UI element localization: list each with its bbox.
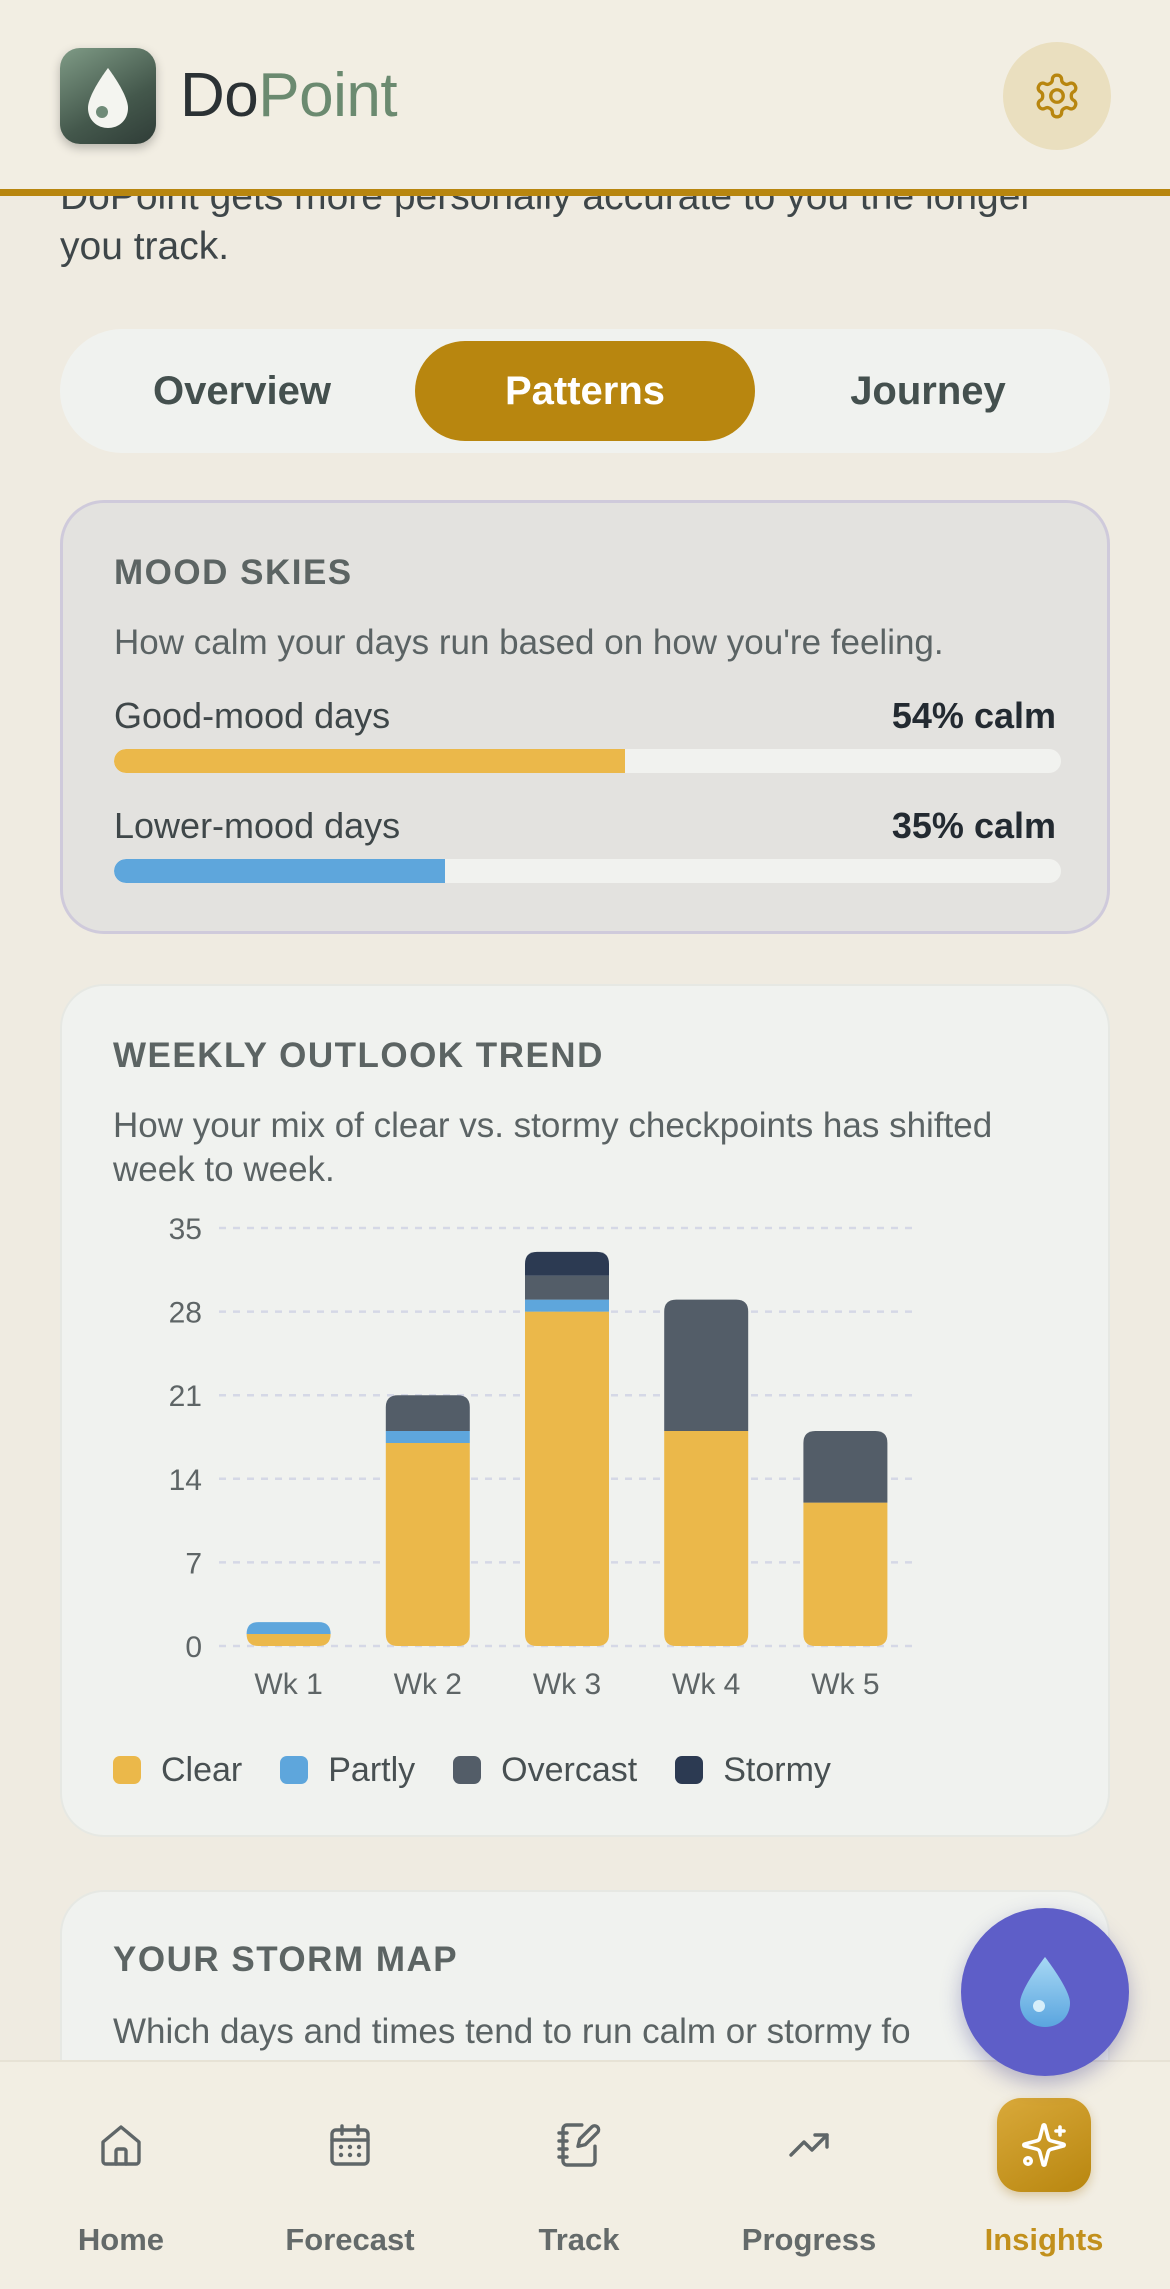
bar-segment (246, 1622, 331, 1635)
legend-label: Overcast (501, 1750, 638, 1789)
mood-row-value: 54% calm (891, 695, 1056, 736)
app-name-part1: Do (180, 61, 259, 130)
legend-swatch (113, 1756, 141, 1784)
bottom-nav: Home Forecast Track Progre (0, 2060, 1170, 2289)
bar-segment (385, 1442, 470, 1646)
quick-checkpoint-button[interactable] (961, 1908, 1129, 2076)
y-tick-label: 21 (169, 1380, 202, 1413)
y-tick-label: 14 (169, 1464, 202, 1497)
mood-row-value: 35% calm (891, 805, 1056, 846)
bar-segment (803, 1431, 888, 1503)
bar-segment (525, 1299, 609, 1312)
legend-swatch (280, 1756, 309, 1784)
legend-label: Partly (328, 1750, 416, 1789)
legend-label: Stormy (723, 1750, 831, 1789)
card-title: WEEKLY OUTLOOK TREND (113, 1036, 604, 1075)
chart-legend: Clear Partly Overcast Stormy (113, 1748, 869, 1792)
legend-item: Overcast (453, 1751, 637, 1790)
x-tick-label: Wk 1 (254, 1668, 322, 1701)
tab-journey[interactable]: Journey (850, 369, 1006, 413)
nav-insights[interactable]: Insights (949, 2062, 1139, 2289)
y-tick-label: 7 (185, 1547, 202, 1580)
x-tick-label: Wk 4 (672, 1668, 740, 1701)
card-subtitle: How calm your days run based on how you'… (114, 623, 944, 662)
app-name: DoPoint (180, 56, 398, 136)
card-subtitle: How your mix of clear vs. stormy checkpo… (113, 1106, 993, 1189)
app-logo-icon (60, 48, 156, 144)
bar-segment (525, 1251, 609, 1276)
mood-progress-track (114, 749, 1061, 773)
legend-swatch (453, 1756, 482, 1784)
tab-patterns[interactable]: Patterns (415, 341, 755, 441)
mood-skies-card: MOOD SKIES How calm your days run based … (60, 500, 1110, 934)
droplet-icon (1020, 1957, 1070, 2027)
sparkles-icon (997, 2098, 1091, 2192)
trending-up-icon (762, 2098, 856, 2192)
card-subtitle: Which days and times tend to run calm or… (113, 2012, 911, 2051)
nav-label: Forecast (285, 2222, 415, 2257)
mood-progress-track (114, 859, 1061, 883)
weekly-outlook-chart: 0 7 14 21 28 35 Wk 1 Wk 2 Wk 3 Wk 4 Wk 5 (169, 1216, 915, 1701)
y-tick-label: 0 (185, 1631, 202, 1664)
legend-label: Clear (161, 1750, 243, 1789)
x-tick-label: Wk 5 (811, 1668, 879, 1701)
y-tick-label: 28 (169, 1297, 202, 1330)
nav-home[interactable]: Home (26, 2062, 216, 2289)
legend-item: Clear (113, 1751, 242, 1790)
legend-item: Partly (280, 1751, 415, 1790)
insights-tabs: Overview Patterns Journey (60, 329, 1110, 453)
nav-label: Insights (984, 2222, 1104, 2257)
nav-progress[interactable]: Progress (714, 2062, 904, 2289)
bar-segment (385, 1431, 470, 1443)
bar-segment (525, 1311, 609, 1646)
mood-progress-fill (114, 859, 446, 883)
bar-segment (803, 1502, 888, 1646)
app-name-part2: Point (258, 61, 398, 130)
weekly-outlook-card: WEEKLY OUTLOOK TREND How your mix of cle… (60, 984, 1110, 1837)
mood-row-label: Lower-mood days (114, 805, 401, 846)
legend-item: Stormy (675, 1751, 831, 1790)
x-tick-label: Wk 3 (533, 1668, 601, 1701)
mood-row-label: Good-mood days (114, 695, 391, 736)
tab-overview[interactable]: Overview (153, 369, 331, 413)
bar-segment (246, 1634, 331, 1646)
settings-button[interactable] (1003, 42, 1111, 150)
bar-segment (664, 1299, 749, 1432)
card-title: MOOD SKIES (114, 553, 353, 592)
y-tick-label: 35 (169, 1216, 202, 1246)
bar-segment (664, 1431, 749, 1646)
x-tick-label: Wk 2 (394, 1668, 462, 1701)
nav-label: Home (77, 2222, 165, 2257)
card-title: YOUR STORM MAP (113, 1940, 459, 1979)
notebook-pen-icon (532, 2098, 626, 2192)
nav-track[interactable]: Track (484, 2062, 674, 2289)
bar-segment (385, 1395, 470, 1432)
nav-forecast[interactable]: Forecast (255, 2062, 445, 2289)
calendar-icon (303, 2098, 397, 2192)
home-icon (74, 2098, 168, 2192)
mood-progress-fill (114, 749, 626, 773)
app-header: DoPoint (0, 0, 1170, 196)
nav-label: Track (538, 2222, 620, 2257)
bar-segment (525, 1275, 609, 1300)
nav-label: Progress (741, 2222, 877, 2257)
gear-icon (1036, 73, 1078, 119)
legend-swatch (675, 1756, 704, 1784)
